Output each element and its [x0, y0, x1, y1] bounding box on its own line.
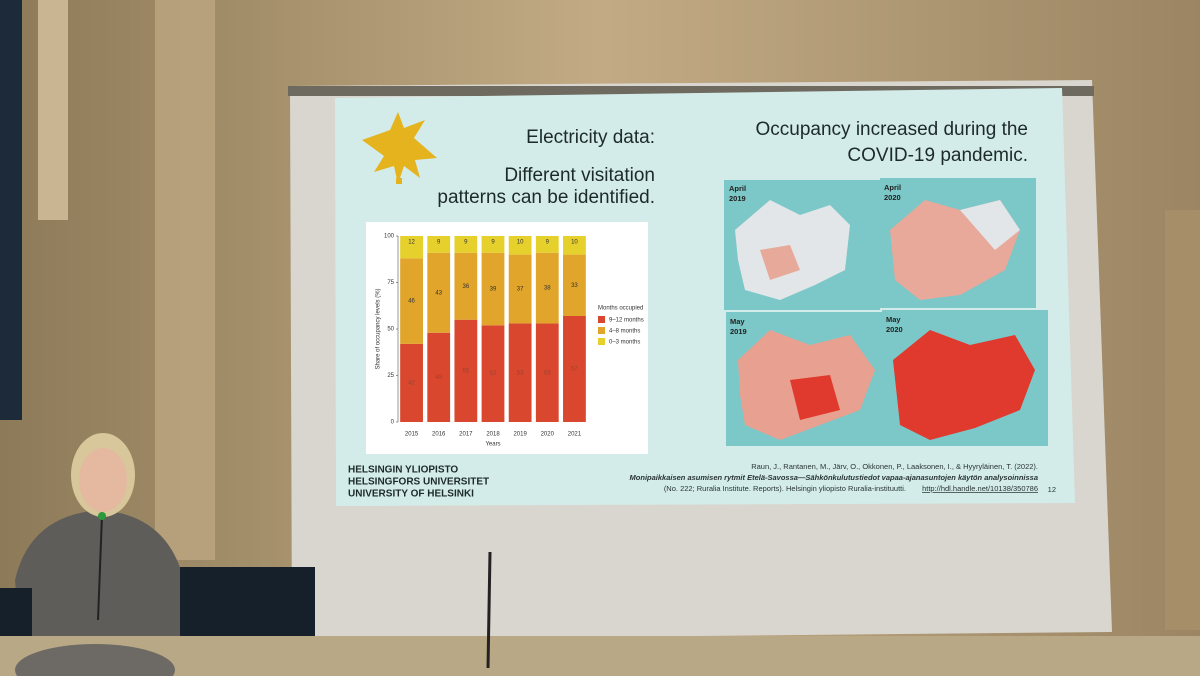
citation: (No. 222; Ruralia Institute. Reports). H…: [664, 484, 906, 493]
screen-top: [288, 86, 1094, 96]
slide-subheading: patterns can be identified.: [437, 187, 655, 208]
value-label: 9: [464, 240, 468, 246]
legend-swatch: [598, 338, 605, 345]
bar-segment: [427, 332, 451, 422]
bar-segment: [454, 319, 478, 422]
value-label: 9: [491, 240, 495, 246]
y-tick-label: 100: [384, 234, 395, 240]
bar-segment: [508, 236, 532, 255]
map-label: April: [729, 184, 746, 193]
slide-heading: Occupancy increased during the: [756, 119, 1029, 140]
bar-segment: [454, 236, 478, 253]
bar-segment: [400, 258, 423, 344]
microphone: [486, 551, 492, 669]
map-label: May: [730, 317, 745, 326]
value-label: 38: [544, 286, 551, 292]
legend-label: 4–8 months: [609, 329, 640, 335]
value-label: 57: [571, 367, 578, 373]
y-tick-label: 0: [391, 420, 395, 426]
university-name: HELSINGIN YLIOPISTO: [348, 465, 458, 476]
value-label: 43: [435, 290, 442, 296]
logo: [362, 112, 437, 184]
citation: Raun, J., Rantanen, M., Järv, O., Okkone…: [751, 462, 1038, 471]
bar-segment: [481, 325, 505, 422]
pillar: [38, 0, 68, 220]
map-label: 2019: [729, 194, 746, 203]
value-label: 37: [517, 287, 524, 293]
value-label: 9: [546, 240, 550, 246]
bar-segment: [535, 252, 559, 324]
speaker: [15, 433, 185, 640]
value-label: 55: [463, 368, 470, 374]
y-tick-label: 50: [387, 327, 394, 333]
value-label: 36: [463, 284, 470, 290]
map-label: May: [886, 315, 901, 324]
legend-label: 9–12 months: [609, 318, 644, 324]
pillar: [155, 0, 215, 560]
bar-segment: [535, 236, 559, 253]
value-label: 48: [435, 375, 442, 381]
value-label: 10: [517, 240, 524, 246]
bar-segment: [563, 315, 586, 422]
bar-segment: [508, 323, 532, 422]
desk: [0, 636, 1200, 676]
value-label: 10: [571, 240, 578, 246]
bar-segment: [454, 252, 478, 320]
bar-segment: [563, 236, 586, 255]
y-axis-label: Share of occupancy levels (%): [376, 288, 382, 369]
x-tick-label: 2016: [432, 432, 446, 438]
map-label: April: [884, 183, 901, 192]
x-tick-label: 2017: [459, 432, 473, 438]
chart: 0 25 50 75 100 Share of occupancy levels (%) Y…: [376, 234, 644, 448]
map-label: 2019: [730, 327, 747, 336]
bar-segment: [400, 343, 423, 422]
y-tick-label: 75: [387, 280, 394, 286]
bar-segment: [481, 252, 505, 326]
bar-segment: [535, 323, 559, 422]
page-number: 12: [1048, 485, 1056, 494]
slide-subheading: Different visitation: [504, 165, 655, 186]
value-label: 33: [571, 283, 578, 289]
map-label: 2020: [884, 193, 901, 202]
y-tick-label: 25: [387, 373, 394, 379]
university-name: UNIVERSITY OF HELSINKI: [348, 489, 474, 500]
university-name: HELSINGFORS UNIVERSITET: [348, 477, 489, 488]
x-tick-label: 2019: [513, 432, 527, 438]
audience-head: [15, 644, 175, 676]
bar-segment: [508, 254, 532, 324]
x-axis-label: Years: [485, 442, 500, 448]
maps: April 2019 April 2020 May 2019 May 2020: [724, 178, 1048, 446]
curtain: [0, 0, 22, 420]
value-label: 53: [544, 370, 551, 376]
bar-segment: [563, 254, 586, 316]
bar-segment: [481, 236, 505, 253]
monitor: [0, 588, 32, 638]
value-label: 53: [517, 370, 524, 376]
bar-segment: [427, 252, 451, 333]
value-label: 42: [408, 381, 415, 387]
value-label: 9: [437, 240, 441, 246]
x-tick-label: 2018: [486, 432, 500, 438]
legend-label: 0–3 months: [609, 340, 640, 346]
value-label: 52: [490, 371, 497, 377]
x-tick-label: 2021: [568, 432, 582, 438]
legend-swatch: [598, 327, 605, 334]
slide-heading: Electricity data:: [526, 127, 655, 148]
citation-link[interactable]: http://hdl.handle.net/10138/350786: [922, 484, 1038, 493]
bar-segment: [400, 236, 423, 259]
citation: Monipaikkaisen asumisen rytmit Etelä-Sav…: [630, 473, 1038, 482]
bar-segment: [427, 236, 451, 253]
value-label: 46: [408, 299, 415, 305]
legend-swatch: [598, 316, 605, 323]
x-tick-label: 2020: [541, 432, 555, 438]
door: [1165, 210, 1200, 630]
value-label: 39: [490, 287, 497, 293]
legend-title: Months occupied: [598, 306, 643, 312]
slide-heading: COVID-19 pandemic.: [847, 145, 1028, 166]
map-label: 2020: [886, 325, 903, 334]
value-label: 12: [408, 240, 415, 246]
x-tick-label: 2015: [405, 432, 419, 438]
